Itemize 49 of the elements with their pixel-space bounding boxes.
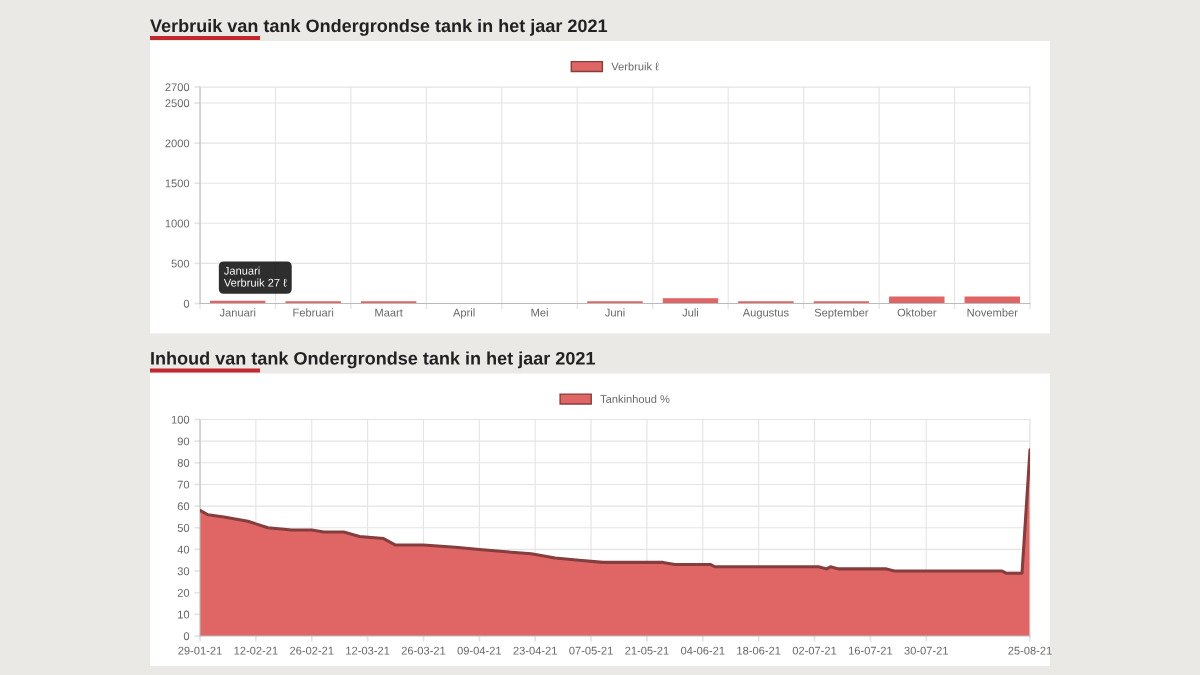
x-tick-label: 12-03-21 <box>346 646 390 655</box>
x-tick-label: 02-07-21 <box>792 646 837 655</box>
y-tick-label: 90 <box>177 437 190 446</box>
y-tick-label: 2500 <box>165 99 190 108</box>
y-tick-label: 80 <box>177 459 190 467</box>
y-tick-label: 1000 <box>165 219 190 228</box>
y-tick-label: 70 <box>177 480 190 489</box>
x-tick-label: September <box>814 308 869 319</box>
y-tick-label: 20 <box>177 588 190 597</box>
x-tick-label: 16-07-21 <box>849 646 893 655</box>
x-tick-label: April <box>453 308 475 319</box>
x-tick-label: Juni <box>604 308 625 317</box>
x-tick-label: 12-02-21 <box>234 646 278 655</box>
x-tick-label: 23-04-21 <box>513 646 557 655</box>
annotation: Januari Verbruik 27 ℓ <box>223 266 287 287</box>
x-tick-label: 29-01-21 <box>178 646 222 655</box>
y-tick-label: 2700 <box>165 83 190 92</box>
x-tick-label: 25-08-21 <box>1008 646 1052 655</box>
x-tick-label: 26-03-21 <box>401 646 446 655</box>
y-tick-label: 1500 <box>165 179 190 188</box>
x-tick-label: Augustus <box>742 308 789 319</box>
y-tick-label: 2000 <box>165 139 190 148</box>
y-tick-label: 60 <box>177 502 190 511</box>
x-tick-label: 30-07-21 <box>904 646 948 655</box>
x-tick-label: 18-06-21 <box>737 646 781 655</box>
x-tick-label: Februari <box>293 308 334 317</box>
chart-title: Verbruik van tank Ondergrondse tank in het jaar 2021 <box>150 18 608 36</box>
x-tick-label: 04-06-21 <box>680 646 725 655</box>
x-tick-label: November <box>967 308 1018 317</box>
y-tick-label: 100 <box>171 415 190 424</box>
legend-label: Tankinhoud % <box>600 394 670 403</box>
x-tick-label: Januari <box>219 308 256 317</box>
x-tick-label: Maart <box>375 308 403 317</box>
x-tick-label: Oktober <box>897 308 937 317</box>
legend-label: Verbruik ℓ <box>611 62 659 71</box>
x-tick-label: 07-05-21 <box>569 646 613 655</box>
y-tick-label: 10 <box>178 610 190 619</box>
y-tick-label: 0 <box>183 299 190 308</box>
x-tick-label: 26-02-21 <box>290 646 334 655</box>
x-tick-label: 09-04-21 <box>457 646 502 655</box>
y-tick-label: 30 <box>177 567 190 576</box>
x-tick-label: Juli <box>682 308 699 317</box>
chart-title: Inhoud van tank Ondergrondse tank in het jaar 2021 <box>151 351 595 369</box>
y-tick-label: 500 <box>171 259 190 268</box>
y-tick-label: 0 <box>183 632 190 641</box>
y-tick-label: 40 <box>177 545 190 554</box>
x-tick-label: 21-05-21 <box>625 646 669 655</box>
y-tick-label: 50 <box>177 524 190 532</box>
x-tick-label: Mei <box>531 308 548 317</box>
